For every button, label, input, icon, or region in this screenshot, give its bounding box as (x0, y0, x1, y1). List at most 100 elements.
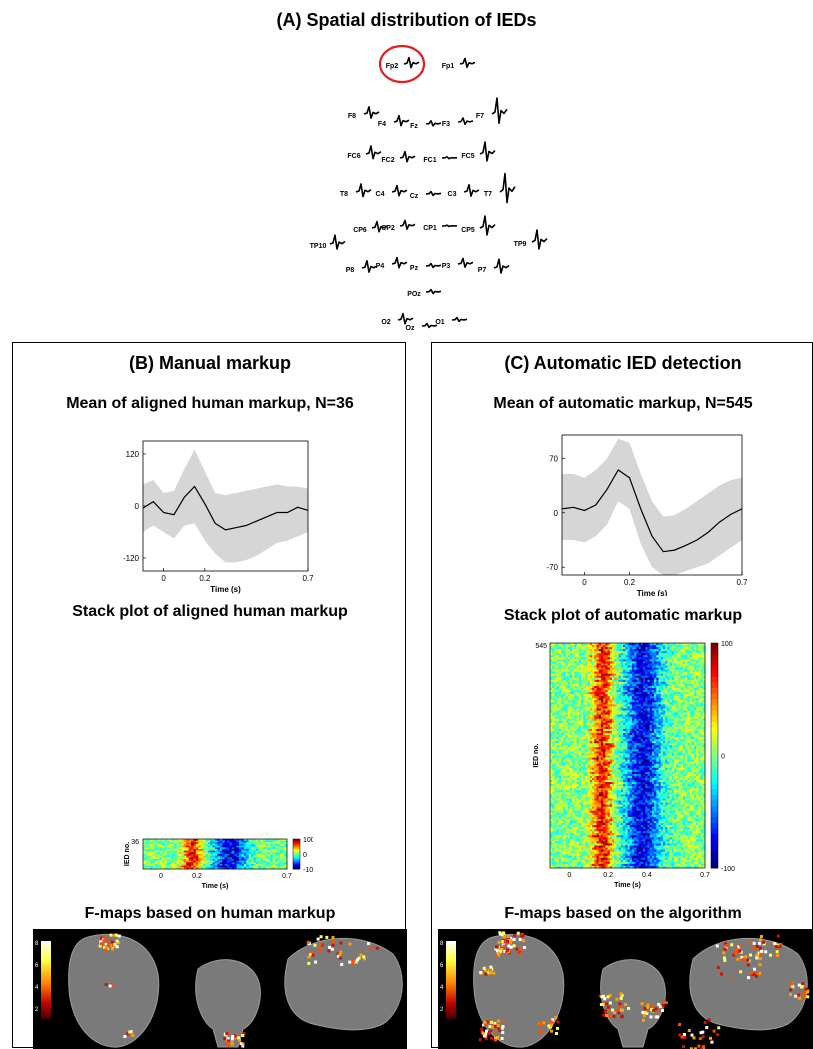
channel-label: P8 (346, 267, 355, 274)
panel-c-fmap-title: F-maps based on the algorithm (432, 905, 813, 923)
x-tick-label: 0 (159, 873, 163, 880)
channel-label: F7 (476, 113, 484, 120)
channel-c4: C4 (376, 186, 407, 198)
panel-c: (C) Automatic IED detection Mean of auto… (431, 342, 813, 1048)
x-tick-label: 0.4 (642, 872, 652, 879)
fmap-colorbar (41, 941, 51, 1019)
x-axis-label: Time (s) (637, 589, 668, 596)
channel-cp2: CP2 (381, 220, 415, 232)
channel-label: T7 (484, 191, 492, 198)
panel-b-mean-title: Mean of aligned human markup, N=36 (13, 395, 407, 413)
x-axis-label: Time (s) (614, 882, 641, 889)
y-axis-label: IED no. (533, 743, 540, 767)
channel-label: Pz (410, 265, 419, 272)
y-tick-label: 120 (126, 450, 140, 459)
channel-label: F8 (348, 113, 356, 120)
colorbar-tick-label: 100 (721, 641, 733, 648)
channel-t8: T8 (340, 184, 371, 198)
channel-f7: F7 (476, 98, 507, 123)
ied-waveform (458, 258, 473, 267)
y-tick-label: 0 (135, 502, 140, 511)
ied-waveform (394, 116, 409, 126)
y-tick-label: -120 (123, 554, 140, 563)
panel-c-mean-title: Mean of automatic markup, N=545 (432, 395, 813, 413)
y-tick-label: 36 (131, 839, 139, 846)
x-tick-label: 0.7 (282, 873, 292, 880)
ied-waveform (464, 185, 479, 196)
channel-pz: Pz (410, 264, 441, 272)
panel-b-stack-title: Stack plot of aligned human markup (13, 603, 407, 621)
channel-poz: POz (407, 290, 441, 298)
channel-c3: C3 (448, 185, 479, 198)
ied-waveform (426, 264, 441, 268)
ied-waveform (330, 235, 345, 249)
channel-label: P4 (376, 263, 385, 270)
channel-label: Fz (410, 123, 418, 130)
channel-cz: Cz (410, 192, 441, 200)
variance-band (143, 450, 308, 563)
channel-f3: F3 (442, 118, 473, 128)
channel-fp2: Fp2 (380, 46, 424, 82)
channel-fz: Fz (410, 121, 441, 130)
x-tick-label: 0.7 (736, 578, 747, 587)
channel-label: O2 (381, 319, 390, 326)
ied-waveform (452, 318, 467, 322)
channel-p8: P8 (346, 261, 377, 274)
channel-label: FC6 (347, 153, 360, 160)
ied-waveform (426, 121, 441, 126)
channel-o1: O1 (435, 318, 467, 326)
x-tick-label: 0.2 (603, 872, 613, 879)
ied-waveform (404, 58, 419, 68)
x-tick-label: 0 (582, 578, 587, 587)
colorbar-tick-label: 2 (440, 1007, 444, 1013)
channel-p3: P3 (442, 258, 473, 270)
ied-waveform (494, 259, 509, 273)
ied-waveform (392, 258, 407, 268)
channel-fc6: FC6 (347, 146, 381, 160)
channel-p4: P4 (376, 258, 407, 270)
colorbar-tick-label: -100 (303, 867, 313, 874)
x-tick-label: 0.2 (199, 574, 211, 583)
ied-waveform (398, 314, 413, 324)
channel-label: CP6 (353, 227, 367, 234)
y-tick-label: 70 (549, 454, 558, 463)
channel-label: P3 (442, 263, 451, 270)
channel-label: TP10 (310, 243, 327, 250)
ied-waveform (400, 220, 415, 229)
channel-label: FC5 (461, 153, 474, 160)
x-tick-label: 0 (161, 574, 166, 583)
ied-waveform (392, 186, 407, 196)
x-tick-label: 0.2 (192, 873, 202, 880)
colorbar-tick-label: 4 (35, 985, 39, 991)
ied-waveform (426, 290, 441, 294)
colorbar-tick-label: 100 (303, 837, 313, 844)
colorbar-tick-label: 8 (440, 941, 444, 947)
colorbar-tick-label: 0 (303, 852, 307, 859)
channel-p7: P7 (478, 259, 509, 274)
channel-t7: T7 (484, 174, 515, 203)
channel-tp10: TP10 (310, 235, 345, 250)
brain-slice (285, 938, 402, 1029)
channel-label: T8 (340, 191, 348, 198)
x-tick-label: 0 (567, 872, 571, 879)
channel-label: C4 (376, 191, 385, 198)
ied-waveform (480, 216, 495, 235)
channel-fp1: Fp1 (442, 58, 475, 70)
x-axis-label: Time (s) (210, 585, 241, 594)
ied-waveform (442, 225, 457, 226)
ied-waveform (356, 184, 371, 197)
ied-waveform (500, 174, 515, 203)
channel-fc5: FC5 (461, 142, 495, 161)
channel-f8: F8 (348, 107, 379, 120)
panel-a-title: (A) Spatial distribution of IEDs (0, 10, 813, 31)
ied-waveform (442, 157, 457, 159)
channel-label: FC2 (381, 157, 394, 164)
channel-label: Oz (406, 325, 415, 332)
ied-waveform (460, 58, 475, 67)
x-tick-label: 0.7 (700, 872, 710, 879)
